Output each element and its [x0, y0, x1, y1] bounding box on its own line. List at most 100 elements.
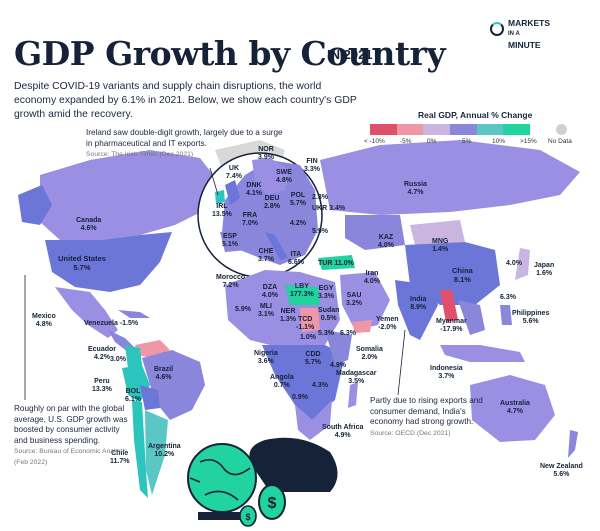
brand-logo-icon: [490, 22, 504, 36]
note-ireland-text: Ireland saw double-digit growth, largely…: [86, 128, 283, 148]
legend-no-data-swatch: [556, 124, 567, 135]
brand-logo: MARKETS IN A MINUTE: [508, 18, 588, 51]
legend-label-2: 0%: [427, 138, 437, 145]
label-drc: CDD 5.7%: [305, 351, 321, 366]
brand-line-3: MINUTE: [508, 40, 541, 50]
note-usa: Roughly on par with the global average, …: [14, 404, 132, 468]
label-yemen: Yemen -2.0%: [376, 316, 399, 331]
land-canada: [40, 150, 225, 240]
label-switzerland: CHE 3.7%: [258, 248, 274, 263]
title-year: IN 2021: [327, 47, 373, 62]
land-indonesia: [440, 345, 525, 362]
label-ukraine: UKR 3.4%: [312, 205, 346, 212]
land-brazil: [142, 350, 205, 420]
label-kazakhstan: KAZ 4.0%: [378, 234, 394, 249]
label-south-africa: South Africa 4.9%: [322, 424, 364, 439]
legend-swatch-2: [423, 124, 451, 135]
label-chile: Chile 11.7%: [110, 450, 130, 465]
land-south-africa: [295, 400, 332, 440]
land-kazakhstan: [345, 215, 405, 250]
label-chad: TCD -1.1%: [296, 316, 315, 331]
label-libya: LBY 177.3%: [290, 283, 314, 298]
label-extra-8: 0.9%: [292, 394, 308, 401]
note-usa-source: Source: Bureau of Economic Analysis (Feb…: [14, 448, 128, 466]
legend-swatch-4: [476, 124, 504, 135]
land-central-africa: [262, 345, 345, 420]
land-east-africa: [325, 330, 352, 365]
land-libya: [285, 285, 320, 305]
label-angola: Angola 0.7%: [270, 374, 294, 389]
pointer-ireland: [209, 167, 219, 196]
legend-label-4: 10%: [492, 138, 506, 145]
legend-swatch-0: [370, 124, 397, 135]
label-saudi-arabia: SAU 3.2%: [346, 292, 362, 307]
label-usa: United States 5.7%: [58, 254, 106, 272]
brand-line-1: MARKETS: [508, 18, 551, 28]
land-argentina: [145, 410, 168, 495]
land-russia: [320, 140, 580, 215]
label-indonesia: Indonesia 3.7%: [430, 365, 463, 380]
label-somalia: Somalia 2.0%: [356, 346, 383, 361]
label-colombia-value: 3.0%: [110, 356, 126, 363]
land-new-zealand: [568, 430, 578, 458]
label-germany: DEU 2.8%: [264, 195, 280, 210]
label-korea-value: 4.0%: [506, 260, 522, 267]
label-uk: UK 7.4%: [226, 165, 242, 180]
land-middle-east: [340, 272, 390, 330]
label-bolivia: BOL 6.1%: [125, 388, 141, 403]
land-bolivia: [140, 385, 160, 410]
label-new-zealand: New Zealand 5.6%: [540, 463, 583, 478]
label-peru: Peru 13.3%: [92, 378, 112, 393]
label-sweden: SWE 4.8%: [276, 169, 292, 184]
legend-label-1: -5%: [400, 138, 412, 145]
label-australia: Australia 4.7%: [500, 400, 530, 415]
label-madagascar: Madagascar 3.5%: [336, 370, 377, 385]
label-extra-balkans: 5.9%: [312, 228, 328, 235]
label-turkey: TUR 11.0%: [318, 260, 354, 267]
land-alaska: [18, 185, 52, 225]
legend-labels: < -10% -5% 0% 5% 10% >15%: [362, 138, 542, 148]
land-chile: [132, 400, 148, 498]
legend-label-5: >15%: [520, 138, 537, 145]
land-japan: [515, 248, 530, 280]
label-mali: MLI 3.1%: [258, 303, 274, 318]
label-spain: ESP 5.1%: [222, 233, 238, 248]
land-italy: [265, 232, 288, 260]
page-subtitle: Despite COVID-19 variants and supply cha…: [14, 81, 357, 120]
land-mexico: [55, 287, 118, 338]
label-extra-1: 1.0%: [300, 334, 316, 341]
label-egypt: EGY 3.3%: [318, 285, 334, 300]
label-italy: ITA 6.6%: [288, 251, 304, 266]
page-title: GDP Growth by Country: [14, 34, 446, 73]
land-scandinavia: [252, 158, 290, 195]
legend-swatch-3: [450, 124, 477, 135]
land-usa: [45, 232, 172, 292]
land-chad: [300, 308, 320, 332]
label-ireland: IRL 13.5%: [212, 203, 232, 218]
legend-swatch-5: [503, 124, 531, 135]
land-uk: [225, 180, 240, 205]
label-norway: NOR 3.9%: [258, 146, 274, 161]
land-caribbean: [118, 310, 150, 318]
label-venezuela: Venezuela -1.5%: [84, 320, 139, 327]
label-niger: NER 1.3%: [280, 308, 296, 323]
label-russia: Russia 4.7%: [404, 181, 427, 196]
label-india: India 8.9%: [410, 296, 427, 311]
note-ireland-source: Source: The Irish Times (Dec 2021): [86, 151, 194, 158]
label-extra-9: 4.3%: [312, 382, 328, 389]
label-brazil: Brazil 4.6%: [154, 366, 174, 381]
note-india: Partly due to rising exports and consume…: [370, 396, 488, 439]
legend-color-bar: [370, 124, 531, 135]
brand-line-2: IN A: [508, 31, 520, 37]
land-philippines: [500, 305, 512, 325]
land-australia: [470, 375, 555, 442]
label-poland: POL 5.7%: [290, 192, 306, 207]
note-india-text: Partly due to rising exports and consume…: [370, 396, 483, 426]
legend-title: Real GDP, Annual % Change: [418, 110, 533, 120]
legend-label-0: < -10%: [364, 138, 385, 145]
label-china: China 8.1%: [452, 266, 473, 284]
land-turkey: [318, 255, 355, 270]
label-extra-5: 5.3%: [318, 330, 334, 337]
label-ecuador: Ecuador 4.2%: [88, 346, 117, 361]
